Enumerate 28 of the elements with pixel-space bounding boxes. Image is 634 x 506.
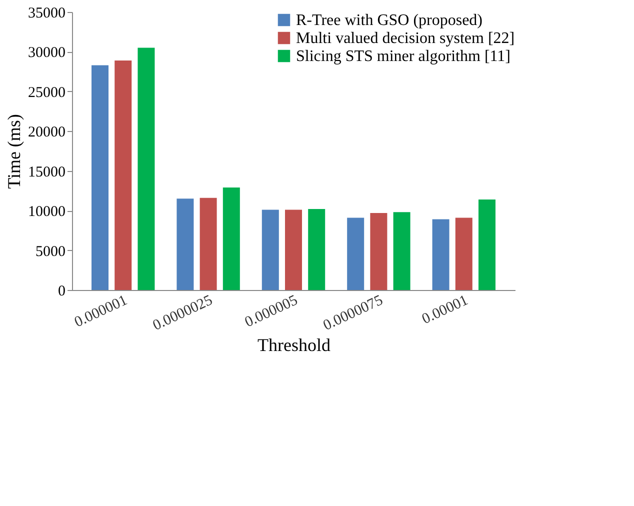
bar <box>347 218 364 290</box>
y-tick-label: 20000 <box>28 124 66 141</box>
bar <box>393 212 410 290</box>
bar <box>138 48 155 290</box>
y-tick-label: 15000 <box>28 164 66 180</box>
legend-label: Slicing STS miner algorithm [11] <box>296 48 510 65</box>
bar <box>176 198 194 290</box>
legend-label: R-Tree with GSO (proposed) <box>296 12 483 29</box>
y-tick-label: 25000 <box>28 84 66 101</box>
y-axis-title: Time (ms) <box>4 114 24 189</box>
bar <box>200 198 217 290</box>
bar <box>478 199 496 290</box>
y-tick-label: 35000 <box>28 6 66 22</box>
bar <box>92 65 109 290</box>
y-tick-label: 0 <box>58 284 66 300</box>
y-tick-label: 30000 <box>28 45 66 62</box>
bar <box>455 218 472 290</box>
bar <box>285 210 302 290</box>
y-tick-label: 10000 <box>28 204 66 220</box>
x-axis-title: Threshold <box>258 335 330 356</box>
bar <box>262 210 279 290</box>
y-tick-label: 5000 <box>36 244 66 260</box>
bar <box>114 60 132 290</box>
bar <box>308 208 326 290</box>
bar <box>432 219 450 290</box>
bar <box>370 212 388 290</box>
bar <box>222 188 240 290</box>
legend-label: Multi valued decision system [22] <box>296 30 515 47</box>
